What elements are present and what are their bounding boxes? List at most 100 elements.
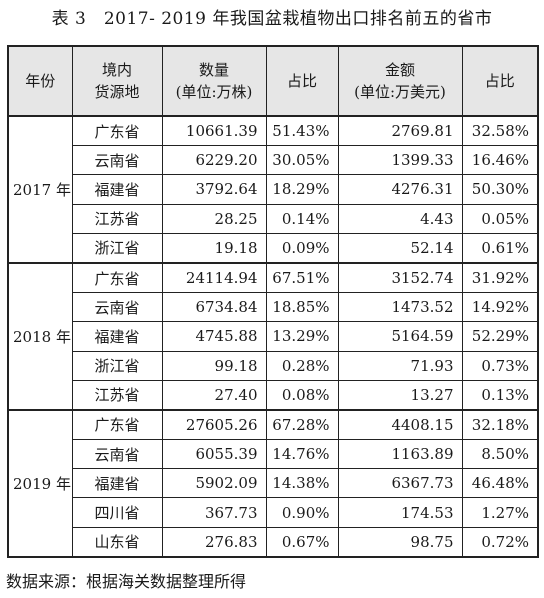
table-row: 2018 年广东省 24114.94 67.51% 3152.74 31.92% [7,261,539,411]
quantity-share-cell: 0.67% [265,526,339,558]
region-cell: 云南省 [71,145,163,176]
quantity-share-cell: 0.90% [265,497,339,528]
quantity-cell: 99.18 [161,350,267,381]
amount-cell: 71.93 [337,350,463,381]
amount-share-cell: 0.61% [461,232,539,264]
source-note: 数据来源：根据海关数据整理所得 [6,572,247,591]
amount-cell: 4.43 [337,203,463,234]
region-cell: 四川省 [71,497,163,528]
quantity-share-cell: 67.28% [265,408,339,441]
quantity-share-cell: 14.76% [265,439,339,470]
header-amount: 金额 (单位:万美元) [337,45,463,117]
amount-share-cell: 1.27% [461,497,539,528]
table-row: 浙江省 19.18 0.09% 52.14 0.61% [8,232,539,264]
quantity-cell: 24114.94 [161,261,267,294]
header-region-line2: 货源地 [94,83,140,101]
amount-cell: 1473.52 [337,292,463,323]
region-cell: 浙江省 [71,232,163,264]
quantity-cell: 27.40 [161,379,267,411]
table-row: 山东省 276.83 0.67% 98.75 0.72% [8,526,539,558]
table-row: 福建省 4745.88 13.29% 5164.59 52.29% [8,321,539,352]
amount-share-cell: 50.30% [461,174,539,205]
header-amount-share: 占比 [461,45,539,117]
amount-share-cell: 14.92% [461,292,539,323]
table-row: 云南省 6734.84 18.85% 1473.52 14.92% [8,292,539,323]
amount-cell: 52.14 [337,232,463,264]
quantity-cell: 6229.20 [161,145,267,176]
amount-share-cell: 31.92% [461,261,539,294]
amount-cell: 4408.15 [337,408,463,441]
amount-share-cell: 16.46% [461,145,539,176]
header-amount-line2: (单位:万美元) [354,83,446,101]
quantity-share-cell: 14.38% [265,468,339,499]
table-row: 福建省 5902.09 14.38% 6367.73 46.48% [8,468,539,499]
amount-cell: 3152.74 [337,261,463,294]
amount-share-cell: 46.48% [461,468,539,499]
export-table: 年份 境内 货源地 数量 (单位:万株) 占比 金额 (单位:万美元) 占比 2… [7,45,539,558]
amount-share-cell: 0.05% [461,203,539,234]
quantity-cell: 6055.39 [161,439,267,470]
quantity-share-cell: 0.08% [265,379,339,411]
quantity-share-cell: 0.14% [265,203,339,234]
amount-cell: 13.27 [337,379,463,411]
table-row: 福建省 3792.64 18.29% 4276.31 50.30% [8,174,539,205]
header-quantity-share: 占比 [265,45,339,117]
header-amount-line1: 金额 [384,61,415,79]
region-cell: 福建省 [71,174,163,205]
quantity-share-cell: 51.43% [265,115,339,147]
quantity-cell: 5902.09 [161,468,267,499]
region-cell: 江苏省 [71,203,163,234]
header-quantity-line2: (单位:万株) [175,83,253,101]
region-cell: 广东省 [71,115,163,147]
quantity-cell: 3792.64 [161,174,267,205]
quantity-cell: 10661.39 [161,115,267,147]
region-cell: 云南省 [71,292,163,323]
quantity-share-cell: 0.09% [265,232,339,264]
year-cell: 2018 年 [7,261,73,411]
region-cell: 广东省 [71,408,163,441]
year-cell: 2019 年 [7,408,73,558]
table-row: 2019 年广东省 27605.26 67.28% 4408.15 32.18% [7,408,539,558]
amount-cell: 1163.89 [337,439,463,470]
amount-share-cell: 8.50% [461,439,539,470]
quantity-cell: 28.25 [161,203,267,234]
region-cell: 云南省 [71,439,163,470]
amount-cell: 4276.31 [337,174,463,205]
amount-share-cell: 0.73% [461,350,539,381]
amount-cell: 98.75 [337,526,463,558]
quantity-share-cell: 18.85% [265,292,339,323]
amount-share-cell: 32.18% [461,408,539,441]
region-cell: 浙江省 [71,350,163,381]
table-row: 浙江省 99.18 0.28% 71.93 0.73% [8,350,539,381]
header-region: 境内 货源地 [71,45,163,117]
region-cell: 福建省 [71,468,163,499]
amount-share-cell: 0.72% [461,526,539,558]
header-year: 年份 [7,45,73,117]
amount-cell: 174.53 [337,497,463,528]
table-row: 2017 年广东省 10661.39 51.43% 2769.81 32.58% [7,115,539,264]
quantity-cell: 4745.88 [161,321,267,352]
quantity-share-cell: 18.29% [265,174,339,205]
header-quantity: 数量 (单位:万株) [161,45,267,117]
amount-cell: 5164.59 [337,321,463,352]
quantity-cell: 19.18 [161,232,267,264]
region-cell: 江苏省 [71,379,163,411]
table-row: 云南省 6229.20 30.05% 1399.33 16.46% [8,145,539,176]
quantity-share-cell: 30.05% [265,145,339,176]
table-row: 江苏省 27.40 0.08% 13.27 0.13% [8,379,539,411]
header-quantity-line1: 数量 [198,61,229,79]
quantity-share-cell: 0.28% [265,350,339,381]
header-row: 年份 境内 货源地 数量 (单位:万株) 占比 金额 (单位:万美元) 占比 [7,45,539,117]
region-cell: 广东省 [71,261,163,294]
amount-cell: 1399.33 [337,145,463,176]
table-row: 四川省 367.73 0.90% 174.53 1.27% [8,497,539,528]
quantity-cell: 276.83 [161,526,267,558]
quantity-share-cell: 13.29% [265,321,339,352]
quantity-cell: 6734.84 [161,292,267,323]
region-cell: 山东省 [71,526,163,558]
quantity-cell: 27605.26 [161,408,267,441]
amount-share-cell: 0.13% [461,379,539,411]
table-caption: 表 3 2017- 2019 年我国盆栽植物出口排名前五的省市 [51,9,493,29]
table-row: 江苏省 28.25 0.14% 4.43 0.05% [8,203,539,234]
quantity-share-cell: 67.51% [265,261,339,294]
